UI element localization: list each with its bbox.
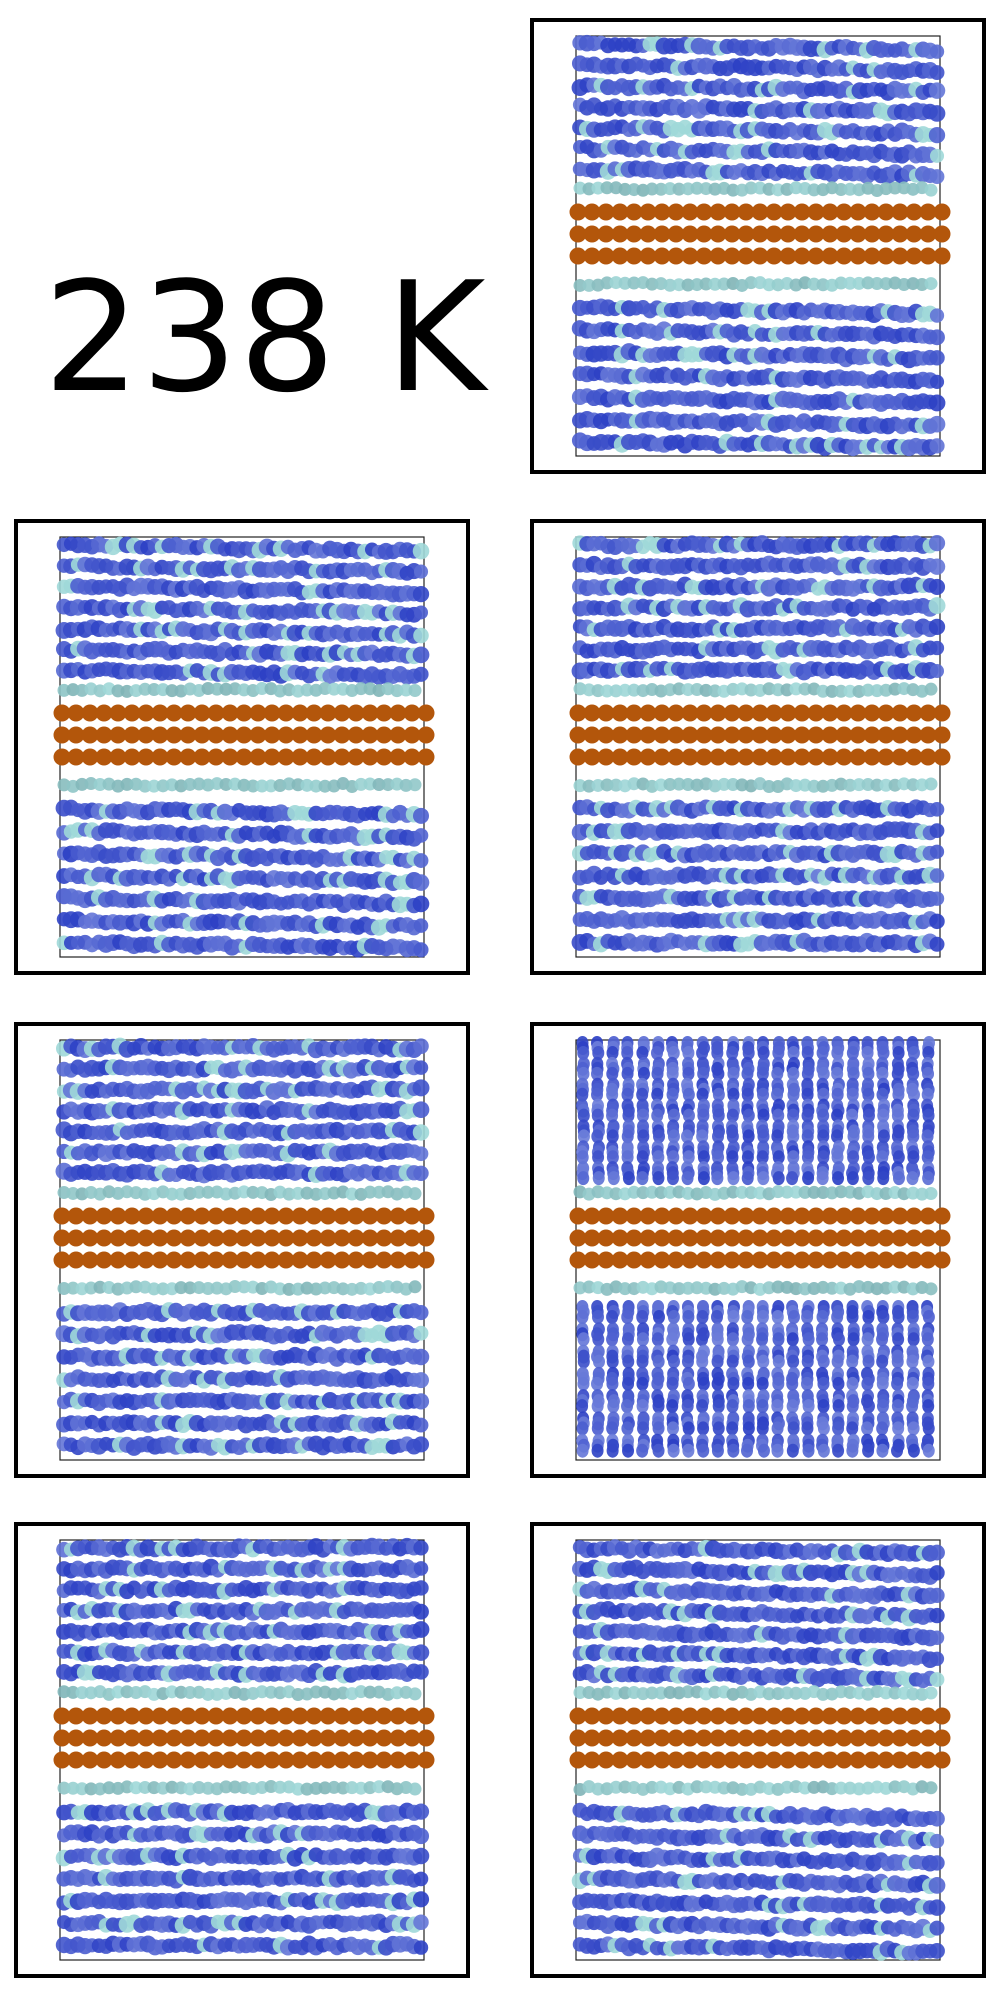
snapshot-image-7: [569, 1539, 951, 1961]
snapshot-panel-5: [530, 1022, 986, 1478]
temperature-label: 238 K: [43, 249, 487, 426]
snapshot-panel-2: [14, 519, 470, 975]
snapshot-image-4: [53, 1037, 435, 1461]
snapshot-panel-4: [14, 1022, 470, 1478]
snapshot-panel-6: [14, 1522, 470, 1978]
snapshot-image-1: [569, 34, 951, 457]
snapshot-image-3: [569, 535, 951, 958]
snapshot-image-5: [569, 1036, 951, 1461]
snapshot-panel-1: [530, 18, 986, 474]
snapshot-image-2: [53, 536, 435, 958]
snapshot-panel-7: [530, 1522, 986, 1978]
snapshot-image-6: [53, 1537, 435, 1961]
snapshot-panel-3: [530, 519, 986, 975]
